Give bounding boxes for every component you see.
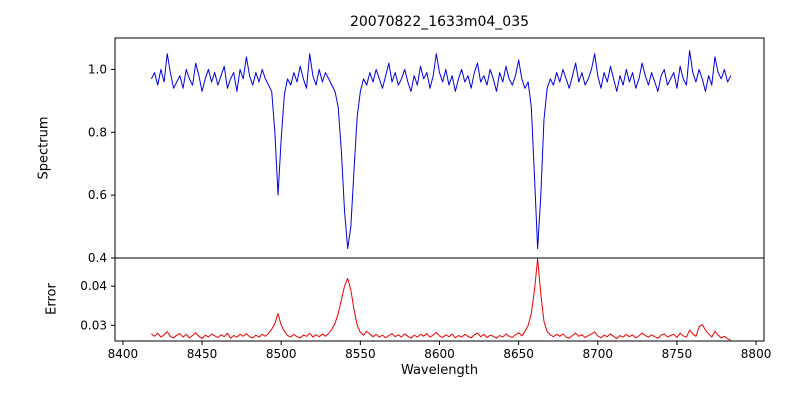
x-tick-label: 8700 — [583, 347, 614, 361]
x-tick-label: 8450 — [187, 347, 218, 361]
x-tick-label: 8400 — [108, 347, 139, 361]
y-tick-label: 0.04 — [80, 279, 107, 293]
x-tick-label: 8750 — [662, 347, 693, 361]
x-tick-label: 8800 — [741, 347, 772, 361]
x-axis-label: Wavelength — [400, 363, 479, 378]
y-tick-label: 0.03 — [80, 318, 107, 332]
x-tick-label: 8650 — [503, 347, 534, 361]
chart-title: 20070822_1633m04_035 — [349, 14, 530, 30]
error-axes-frame — [114, 257, 765, 342]
x-tick-label: 8500 — [266, 347, 297, 361]
y-tick-label: 1.0 — [88, 62, 107, 76]
error-line — [151, 258, 731, 341]
y-tick-label: 0.4 — [88, 251, 107, 265]
y-tick-label: 0.6 — [88, 188, 107, 202]
x-tick-label: 8600 — [424, 347, 455, 361]
x-tick-label: 8550 — [345, 347, 376, 361]
spectrum-line — [150, 50, 732, 250]
y-tick-label: 0.8 — [88, 125, 107, 139]
